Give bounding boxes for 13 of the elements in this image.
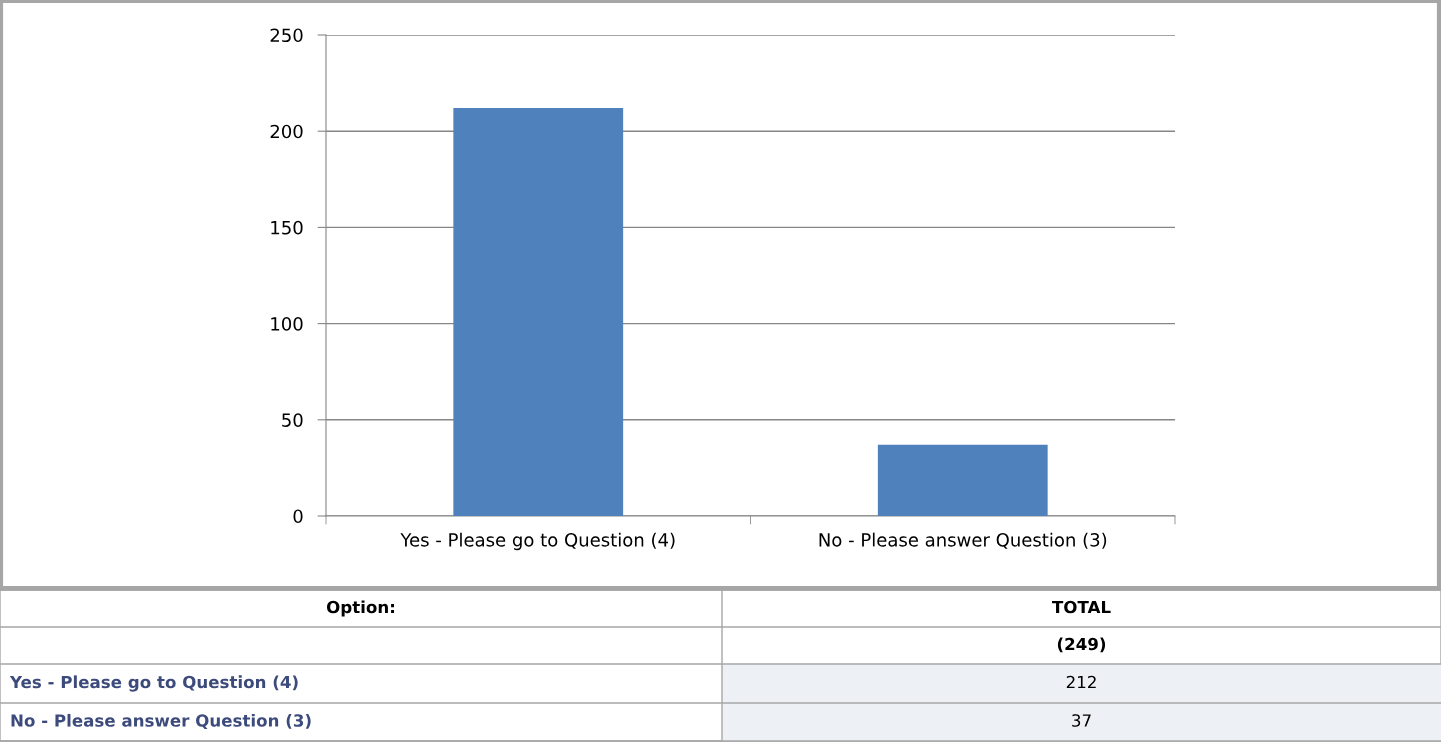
y-tick-label: 150	[271, 220, 303, 235]
y-tick-label: 0	[293, 509, 303, 524]
text: TOTAL	[1052, 600, 1111, 614]
y-tick-label: 50	[282, 413, 303, 427]
text: 212	[1066, 675, 1096, 689]
text: Option:	[326, 600, 395, 617]
text: (249)	[1057, 637, 1106, 653]
category-label: No - Please answer Question (3)	[11, 713, 311, 730]
category-label: Yes - Please go to Question (4)	[9, 675, 298, 692]
y-tick-label: 250	[270, 28, 303, 43]
y-tick-label: 200	[270, 124, 303, 139]
y-tick-label: 100	[271, 317, 303, 331]
text: 37	[1072, 714, 1091, 727]
